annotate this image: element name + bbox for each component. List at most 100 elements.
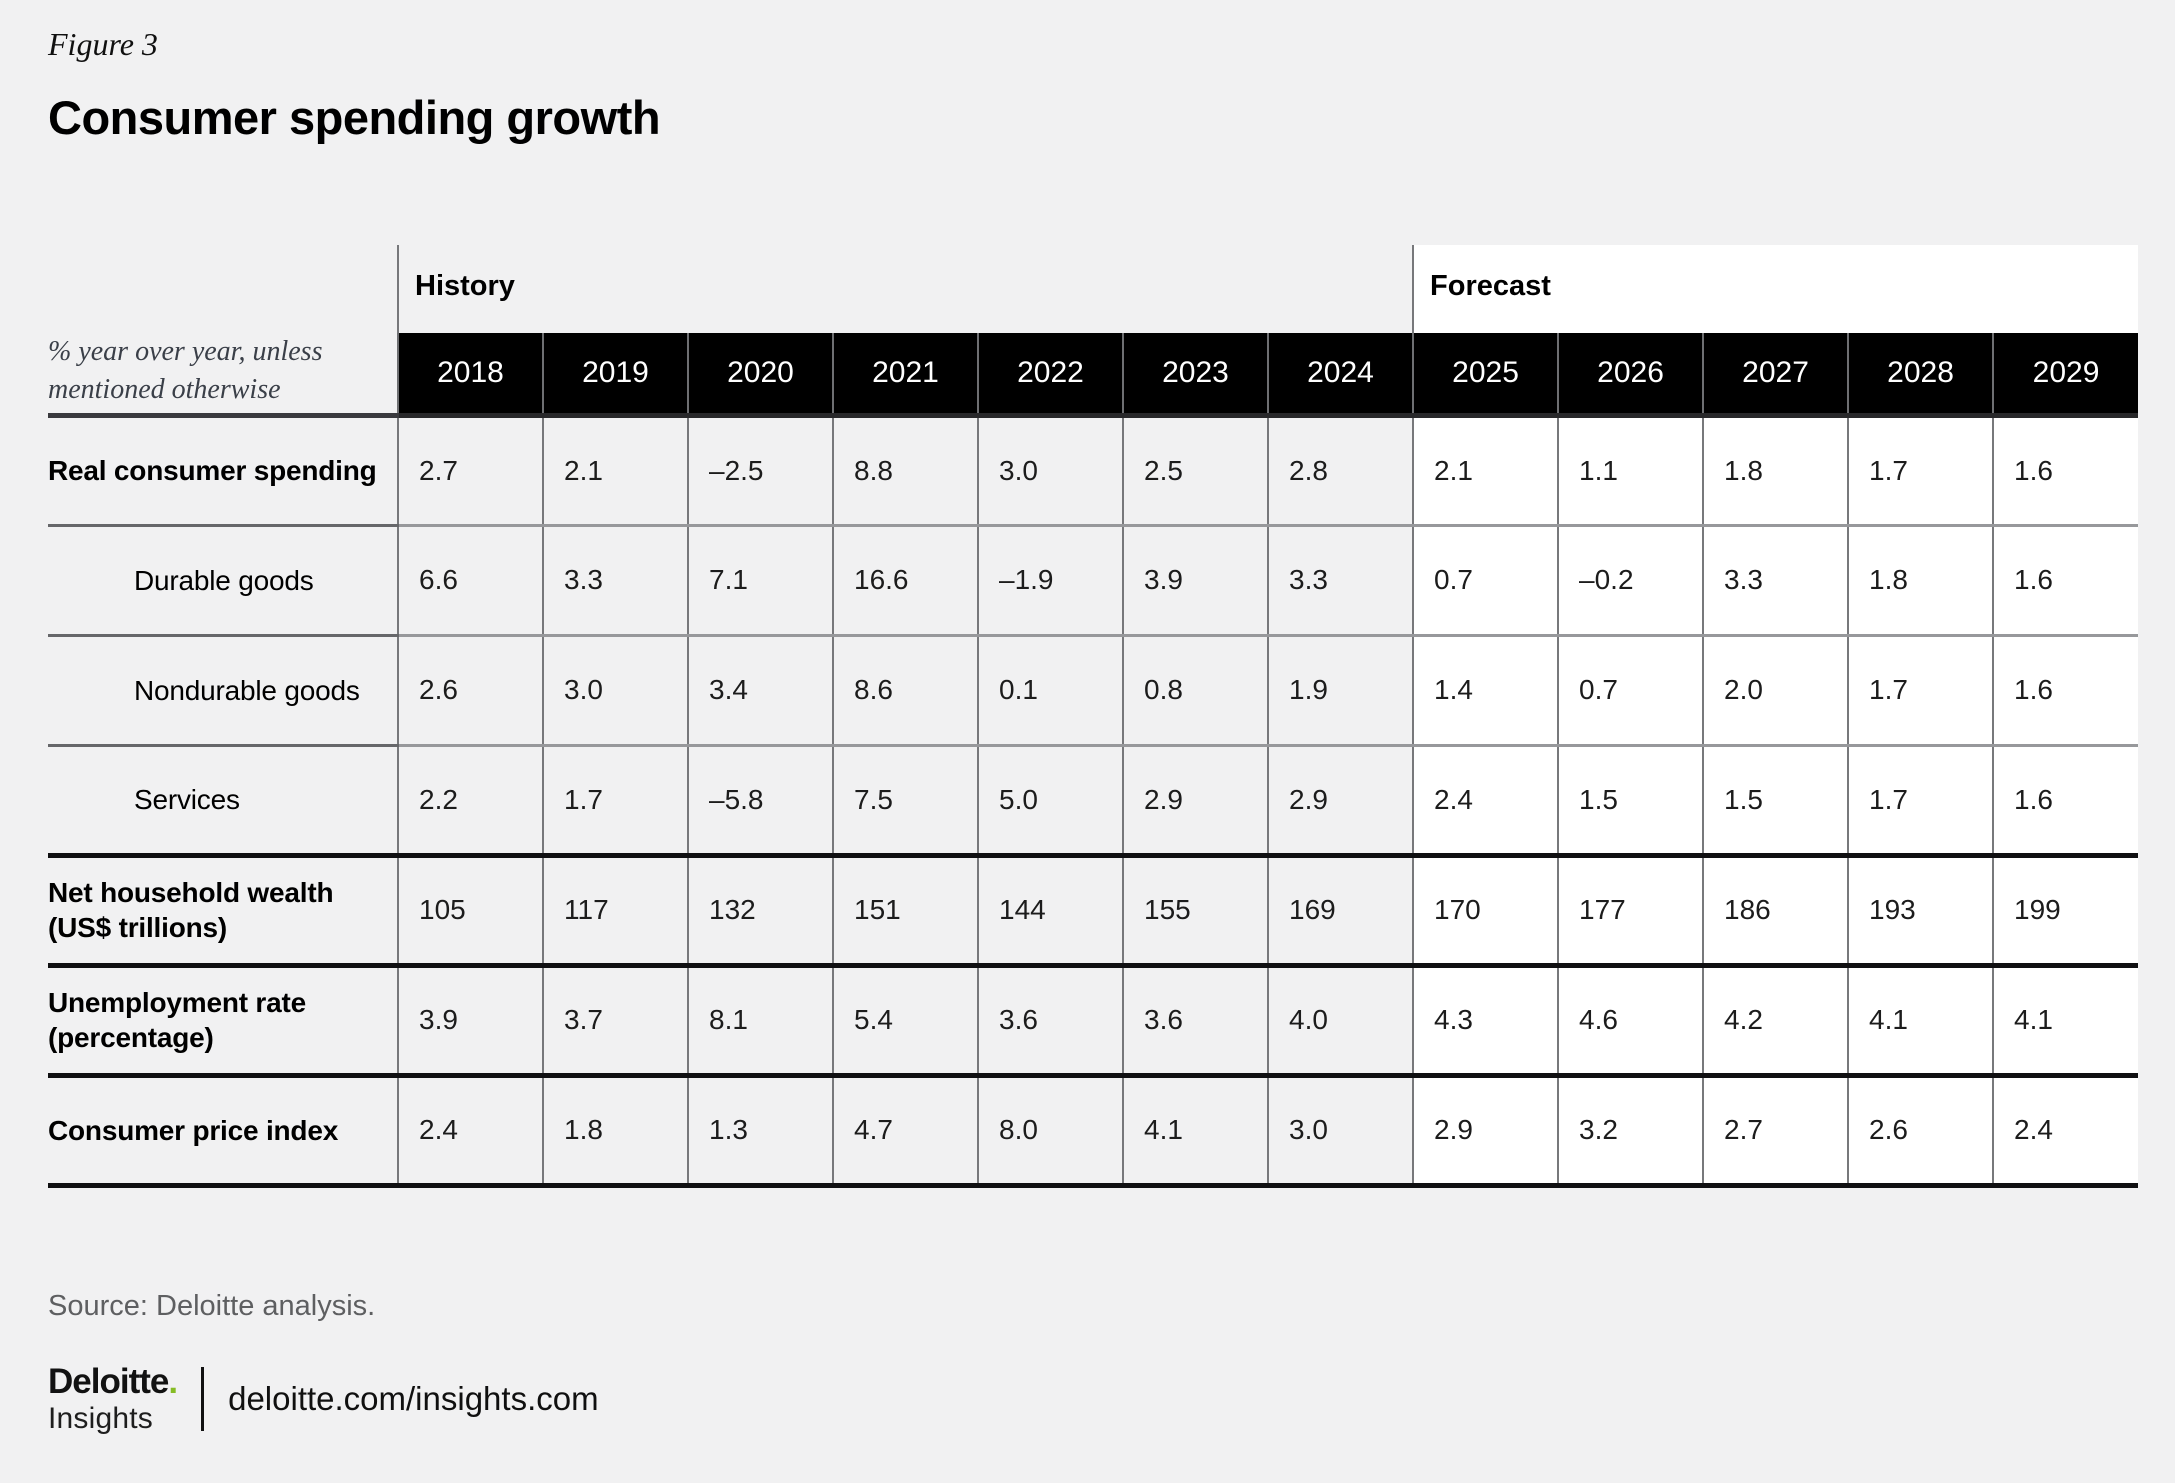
table-row: Net household wealth (US$ trillions) 105 1… xyxy=(48,855,2139,968)
row-label: Services xyxy=(48,745,398,858)
data-cell: 1.1 xyxy=(1557,415,1704,527)
data-cell: 3.4 xyxy=(687,635,833,747)
data-cell: 1.4 xyxy=(1412,635,1559,747)
data-cell: 8.6 xyxy=(832,635,978,747)
year-header-2024: 2024 xyxy=(1266,333,1414,418)
row-label: Nondurable goods xyxy=(48,635,398,747)
data-cell: 1.5 xyxy=(1702,745,1849,858)
data-cell: 4.2 xyxy=(1702,965,1849,1078)
corner-spacer xyxy=(48,245,398,333)
data-cell: 3.3 xyxy=(1702,525,1849,637)
data-cell: 4.1 xyxy=(1122,1075,1268,1188)
data-cell: 132 xyxy=(687,855,833,968)
table-row: Real consumer spending 2.7 2.1 –2.5 8.8 3.0 2.… xyxy=(48,415,2139,527)
year-header-2025: 2025 xyxy=(1412,333,1559,418)
data-cell: 3.9 xyxy=(1122,525,1268,637)
data-cell: 199 xyxy=(1992,855,2139,968)
data-cell: 2.6 xyxy=(1847,1075,1994,1188)
data-cell: 0.1 xyxy=(977,635,1123,747)
data-cell: 2.6 xyxy=(397,635,543,747)
data-cell: 1.7 xyxy=(1847,635,1994,747)
brand-dot: . xyxy=(168,1362,178,1401)
data-cell: 1.6 xyxy=(1992,415,2139,527)
data-cell: 2.9 xyxy=(1412,1075,1559,1188)
data-cell: 1.8 xyxy=(1847,525,1994,637)
year-header-2023: 2023 xyxy=(1122,333,1268,418)
brand-name: Deloitte xyxy=(48,1362,169,1401)
year-header-2029: 2029 xyxy=(1992,333,2139,418)
data-cell: 2.4 xyxy=(1992,1075,2139,1188)
data-cell: 8.8 xyxy=(832,415,978,527)
row-label: Real consumer spending xyxy=(48,415,398,527)
site-url: deloitte.com/insights.com xyxy=(228,1380,599,1417)
data-cell: 3.0 xyxy=(542,635,688,747)
data-cell: 4.7 xyxy=(832,1075,978,1188)
data-cell: 1.7 xyxy=(1847,415,1994,527)
data-cell: 2.4 xyxy=(1412,745,1559,858)
data-cell: 4.1 xyxy=(1992,965,2139,1078)
data-cell: 3.0 xyxy=(977,415,1123,527)
year-header-2026: 2026 xyxy=(1557,333,1704,418)
data-cell: 16.6 xyxy=(832,525,978,637)
data-cell: 1.5 xyxy=(1557,745,1704,858)
group-header-history: History xyxy=(396,245,1414,333)
data-cell: 5.0 xyxy=(977,745,1123,858)
data-cell: 155 xyxy=(1122,855,1268,968)
data-cell: 1.6 xyxy=(1992,635,2139,747)
data-cell: –1.9 xyxy=(977,525,1123,637)
data-cell: 1.6 xyxy=(1992,525,2139,637)
row-label: Net household wealth (US$ trillions) xyxy=(48,855,398,968)
figure-title: Consumer spending growth xyxy=(48,91,661,144)
table-row: Durable goods 6.6 3.3 7.1 16.6 –1.9 3.9 3.3 0.7–… xyxy=(48,525,2139,637)
table-row: Unemployment rate (percentage) 3.9 3.7 8.1 5… xyxy=(48,965,2139,1078)
data-cell: 4.3 xyxy=(1412,965,1559,1078)
data-cell: 186 xyxy=(1702,855,1849,968)
footer-brand: Deloitte. Insights deloitte.com/insights… xyxy=(48,1364,599,1434)
data-cell: 5.4 xyxy=(832,965,978,1078)
table-row: Consumer price index 2.4 1.8 1.3 4.7 8.0 4.1 3.… xyxy=(48,1075,2139,1188)
year-header-2028: 2028 xyxy=(1847,333,1994,418)
data-cell: 4.1 xyxy=(1847,965,1994,1078)
data-cell: –0.2 xyxy=(1557,525,1704,637)
data-cell: 0.7 xyxy=(1412,525,1559,637)
data-cell: 3.3 xyxy=(1266,525,1414,637)
group-header-forecast: Forecast xyxy=(1412,245,2139,333)
logo-divider xyxy=(201,1367,205,1431)
source-note: Source: Deloitte analysis. xyxy=(48,1290,376,1322)
data-cell: 177 xyxy=(1557,855,1704,968)
data-cell: 2.2 xyxy=(397,745,543,858)
data-cell: 4.0 xyxy=(1266,965,1414,1078)
data-cell: 2.1 xyxy=(1412,415,1559,527)
data-cell: 2.8 xyxy=(1266,415,1414,527)
data-cell: 151 xyxy=(832,855,978,968)
year-header-2021: 2021 xyxy=(832,333,978,418)
brand-sub: Insights xyxy=(48,1402,153,1435)
brand-wordmark: Deloitte. xyxy=(48,1362,178,1401)
data-cell: 3.9 xyxy=(397,965,543,1078)
year-header-2027: 2027 xyxy=(1702,333,1849,418)
data-cell: 8.0 xyxy=(977,1075,1123,1188)
data-cell: 193 xyxy=(1847,855,1994,968)
group-header-row: History Forecast xyxy=(48,245,2139,333)
data-cell: 3.6 xyxy=(977,965,1123,1078)
data-cell: 3.7 xyxy=(542,965,688,1078)
data-cell: 144 xyxy=(977,855,1123,968)
data-cell: 169 xyxy=(1266,855,1414,968)
year-header-2019: 2019 xyxy=(542,333,688,418)
row-label: Consumer price index xyxy=(48,1075,398,1188)
data-cell: 3.0 xyxy=(1266,1075,1414,1188)
data-cell: 3.6 xyxy=(1122,965,1268,1078)
row-label: Durable goods xyxy=(48,525,398,637)
data-cell: –5.8 xyxy=(687,745,833,858)
data-cell: 2.7 xyxy=(1702,1075,1849,1188)
data-cell: 8.1 xyxy=(687,965,833,1078)
table-body: Real consumer spending 2.7 2.1 –2.5 8.8 3.0 2.… xyxy=(48,415,2139,1188)
data-cell: 6.6 xyxy=(397,525,543,637)
data-cell: 1.3 xyxy=(687,1075,833,1188)
data-cell: 2.1 xyxy=(542,415,688,527)
data-cell: 1.7 xyxy=(542,745,688,858)
year-header-2018: 2018 xyxy=(397,333,543,418)
data-cell: 105 xyxy=(397,855,543,968)
table-row: Services 2.2 1.7 –5.8 7.5 5.0 2.9 2.9 2.4 1.5 1.5 1… xyxy=(48,745,2139,858)
data-cell: 4.6 xyxy=(1557,965,1704,1078)
